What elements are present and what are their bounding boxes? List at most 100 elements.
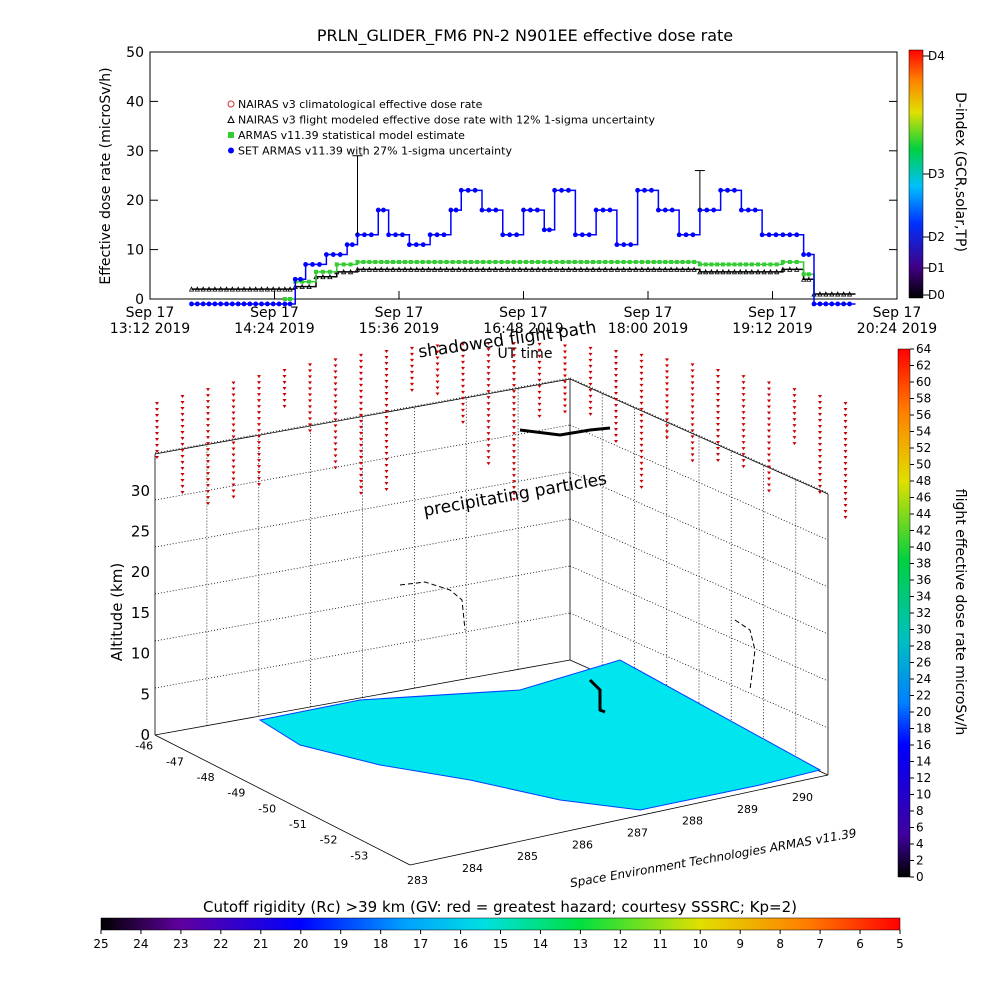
series-point <box>621 242 627 248</box>
particle-marker <box>359 479 363 483</box>
particle-marker <box>767 483 771 487</box>
particle-marker <box>486 378 491 382</box>
particle-marker <box>818 449 822 453</box>
series-point <box>381 207 386 213</box>
series-point <box>523 266 529 272</box>
particle-marker <box>384 482 389 486</box>
series-point <box>453 207 459 213</box>
particle-marker <box>690 429 695 433</box>
particle-marker <box>333 370 338 374</box>
x-tick-time: 13:12 2019 <box>110 321 190 337</box>
particle-marker <box>231 387 236 391</box>
particle-marker <box>231 405 236 409</box>
particle-marker <box>231 477 236 481</box>
series-point <box>846 291 853 297</box>
dose-rate-colorbar <box>897 348 911 878</box>
particle-marker <box>231 423 236 427</box>
series-point <box>559 266 566 272</box>
particle-marker <box>435 356 440 360</box>
series-point <box>474 266 480 272</box>
particle-marker <box>461 390 465 394</box>
particle-marker <box>461 414 465 418</box>
particle-marker <box>155 402 159 405</box>
colorbar-tick-label: 24 <box>916 672 931 686</box>
particle-marker <box>461 342 465 346</box>
annotation-precipitating-particles: precipitating particles <box>422 469 609 521</box>
series-point <box>662 207 668 213</box>
y-tick-label: 20 <box>126 193 144 209</box>
legend-marker <box>228 147 234 154</box>
series-point <box>578 266 584 272</box>
colorbar-tick-label: 52 <box>916 441 931 455</box>
series-point <box>310 262 315 267</box>
particle-marker <box>716 381 720 385</box>
particle-marker <box>359 407 363 411</box>
series-point <box>840 291 847 297</box>
series-point <box>373 259 378 264</box>
series-point <box>615 259 620 264</box>
particle-marker <box>512 426 516 430</box>
particle-marker <box>257 429 261 433</box>
particle-marker <box>180 431 185 435</box>
particle-marker <box>206 472 210 476</box>
particle-marker <box>639 353 644 357</box>
series-point <box>645 266 651 272</box>
series-point <box>542 259 547 264</box>
particle-marker <box>818 467 822 471</box>
latitude-tick-label: -47 <box>166 755 184 768</box>
particle-marker <box>843 468 848 471</box>
particle-marker <box>563 410 567 414</box>
series-point <box>258 286 265 292</box>
particle-marker <box>843 474 848 477</box>
series-point <box>298 276 303 282</box>
series-point <box>680 259 685 264</box>
series-point <box>396 266 402 272</box>
series-point <box>507 232 513 238</box>
particle-marker <box>588 364 593 368</box>
series-point <box>420 242 426 248</box>
particle-marker <box>614 350 618 354</box>
altitude-tick-label: 20 <box>131 563 150 581</box>
particle-marker <box>767 477 771 481</box>
particle-marker <box>257 405 261 409</box>
particle-marker <box>206 388 210 392</box>
particle-marker <box>588 400 593 404</box>
particle-marker <box>512 432 516 436</box>
particle-marker <box>818 401 822 405</box>
particle-marker <box>639 437 644 441</box>
particle-marker <box>639 455 644 459</box>
bottom-tick-label: 6 <box>856 937 864 951</box>
series-point <box>235 301 241 307</box>
particle-marker <box>690 435 695 439</box>
particle-marker <box>818 419 822 423</box>
longitude-tick-label: 288 <box>682 815 703 828</box>
particle-marker <box>665 358 669 362</box>
particle-marker <box>155 450 159 453</box>
colorbar-tick-label: 50 <box>916 458 931 472</box>
particle-marker <box>614 422 618 426</box>
series-line <box>191 268 856 295</box>
series-point <box>847 301 852 307</box>
particle-marker <box>282 387 287 391</box>
grid-line <box>569 565 829 682</box>
3d-flight-panel: 051015202530-46-47-48-49-50-51-52-532832… <box>131 342 848 887</box>
series-point <box>327 269 332 274</box>
particle-marker <box>384 374 389 378</box>
latitude-tick-label: -53 <box>350 849 368 862</box>
series-point <box>726 268 732 275</box>
latitude-tick-label: -48 <box>197 771 215 784</box>
particle-marker <box>843 414 848 417</box>
series-point <box>536 259 541 264</box>
series-point <box>726 262 731 267</box>
particle-marker <box>461 396 465 400</box>
series-point <box>517 259 522 264</box>
series-point <box>806 276 812 282</box>
particle-marker <box>588 346 593 350</box>
longitude-tick-label: 290 <box>792 791 813 804</box>
particle-marker <box>359 371 363 375</box>
particle-marker <box>384 404 389 408</box>
series-point <box>521 207 526 213</box>
particle-marker <box>690 393 695 397</box>
series-point <box>566 266 572 272</box>
series-point <box>390 266 396 272</box>
